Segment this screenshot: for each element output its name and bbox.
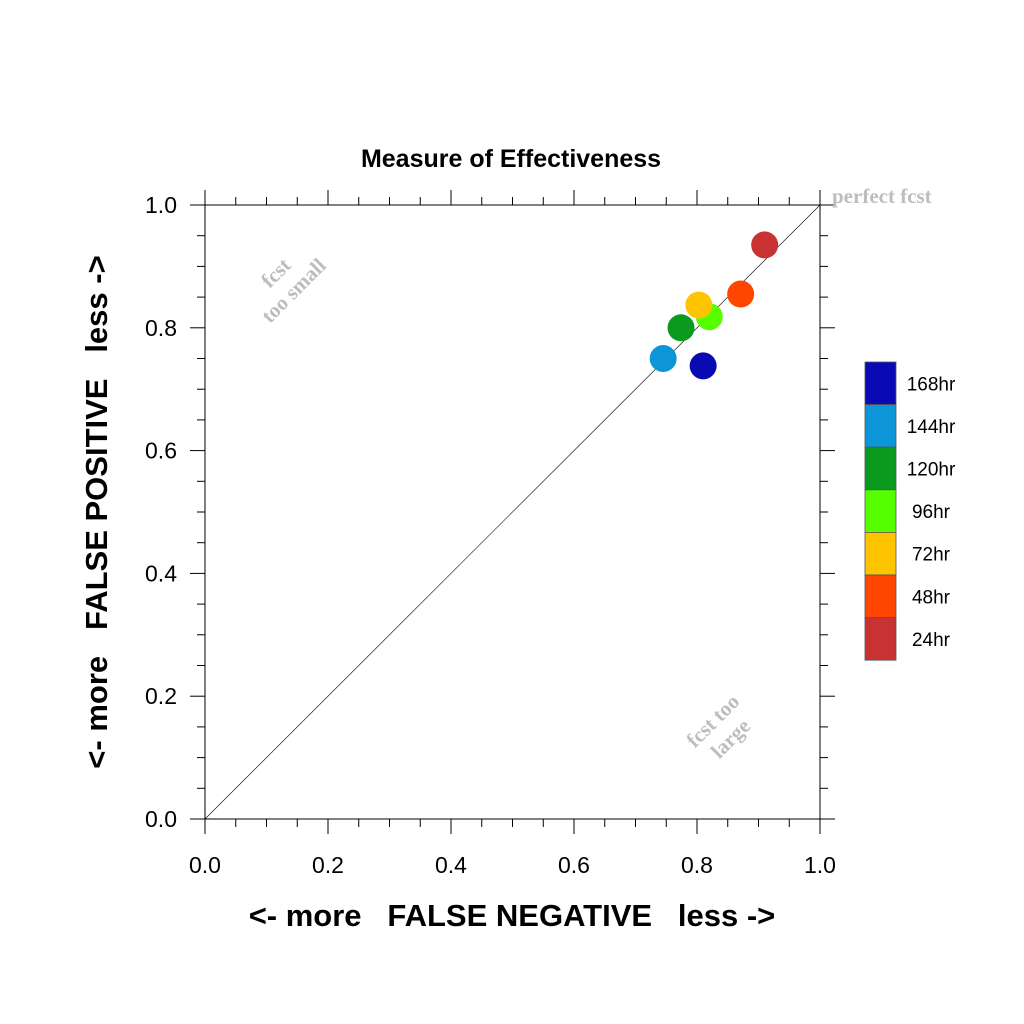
legend-swatch-168hr (864, 361, 897, 405)
perfect-forecast-note: perfect fcst (832, 184, 932, 208)
data-point-48hr (727, 280, 755, 308)
legend-swatch-48hr (864, 574, 897, 618)
chart-title: Measure of Effectiveness (361, 145, 661, 173)
data-point-144hr (649, 345, 677, 372)
x-tick-label: 1.0 (804, 852, 836, 878)
legend-label-120hr: 120hr (907, 460, 956, 481)
legend-swatch-96hr (864, 489, 897, 533)
too-large-note: fcst too large (681, 689, 755, 763)
y-tick-label: 0.8 (145, 315, 177, 341)
too-small-note: fcst too small (256, 253, 331, 327)
y-tick-label: 0.6 (145, 438, 177, 464)
x-tick-label: 0.8 (681, 852, 713, 878)
legend-swatch-72hr (864, 532, 897, 576)
x-axis-label: <- more FALSE NEGATIVE less -> (249, 898, 776, 933)
data-point-120hr (667, 314, 695, 342)
x-tick-label: 0.6 (558, 852, 590, 878)
legend-label-72hr: 72hr (912, 545, 951, 566)
x-tick-label: 0.0 (189, 852, 221, 878)
legend-label-168hr: 168hr (907, 374, 956, 395)
legend-swatch-24hr (864, 617, 897, 661)
data-point-24hr (751, 231, 779, 259)
y-tick-label: 1.0 (145, 192, 177, 218)
legend-label-24hr: 24hr (912, 630, 951, 651)
x-tick-label: 0.2 (312, 852, 344, 878)
y-axis-label: <- more FALSE POSITIVE less -> (79, 255, 114, 768)
legend-swatch-120hr (864, 446, 897, 491)
data-point-168hr (689, 352, 717, 380)
y-tick-label: 0.4 (145, 560, 177, 586)
y-tick-label: 0.2 (145, 683, 177, 709)
data-points (649, 231, 779, 380)
axis-ticks (190, 190, 835, 834)
legend-label-48hr: 48hr (912, 587, 951, 608)
y-tick-label: 0.0 (145, 806, 177, 832)
legend-label-96hr: 96hr (912, 502, 951, 523)
data-point-72hr (685, 291, 713, 319)
legend: 168hr 144hr 120hr 96hr 72hr 48hr 24hr (864, 361, 956, 661)
legend-swatch-144hr (864, 404, 897, 448)
legend-label-144hr: 144hr (907, 417, 956, 438)
x-tick-label: 0.4 (435, 852, 467, 878)
axis-tick-labels: 0.0 0.2 0.4 0.6 0.8 1.0 0.0 0.2 0.4 0.6 0.8 1.0 (145, 192, 836, 878)
